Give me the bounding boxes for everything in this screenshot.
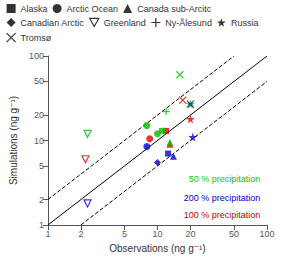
svg-text:100: 100 (29, 51, 44, 61)
svg-text:200 % precipitation: 200 % precipitation (184, 193, 261, 203)
svg-text:Canada sub-Arcitc: Canada sub-Arcitc (137, 4, 212, 14)
svg-text:20: 20 (34, 110, 44, 120)
svg-text:Observations (ng g⁻¹): Observations (ng g⁻¹) (109, 243, 205, 254)
svg-text:5: 5 (39, 161, 44, 171)
svg-text:Alaska: Alaska (21, 4, 48, 14)
svg-text:50: 50 (229, 229, 239, 239)
svg-text:1: 1 (39, 220, 44, 230)
svg-text:20: 20 (185, 229, 195, 239)
svg-text:Tromsø: Tromsø (21, 33, 52, 43)
svg-text:10: 10 (152, 229, 162, 239)
svg-text:100 % precipitation: 100 % precipitation (184, 210, 261, 220)
svg-text:Canadian Arctic: Canadian Arctic (21, 18, 85, 28)
svg-text:Russia: Russia (231, 18, 259, 28)
svg-text:2: 2 (78, 229, 83, 239)
svg-text:10: 10 (34, 136, 44, 146)
svg-text:5: 5 (122, 229, 127, 239)
svg-text:1: 1 (45, 229, 50, 239)
svg-text:Greenland: Greenland (104, 18, 146, 28)
svg-text:2: 2 (39, 195, 44, 205)
svg-text:100: 100 (259, 229, 274, 239)
svg-text:Arctic Ocean: Arctic Ocean (67, 4, 119, 14)
svg-text:Simulations (ng g⁻¹): Simulations (ng g⁻¹) (8, 96, 19, 185)
svg-text:50 % precipitation: 50 % precipitation (189, 174, 261, 184)
svg-text:50: 50 (34, 76, 44, 86)
svg-text:Ny-Ålesund: Ny-Ålesund (165, 18, 212, 28)
